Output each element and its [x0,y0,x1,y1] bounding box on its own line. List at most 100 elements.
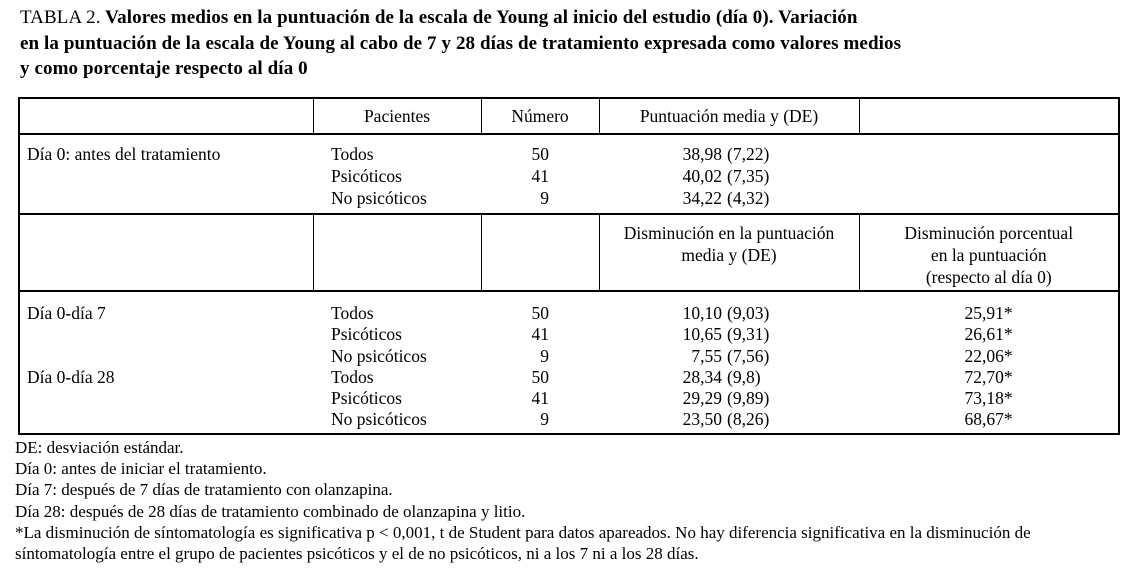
group-label: No psicóticos [331,409,427,430]
score-line: 28,34 (9,8) [675,367,858,388]
header1-empty-cell-right [859,98,1119,135]
results-table: Pacientes Número Puntuación media y (DE)… [18,97,1120,435]
sd-value: (7,35) [727,166,770,186]
mean-decrease: 28,34 [682,366,722,387]
n-value: 41 [531,388,550,409]
period-label [27,346,312,367]
mean-decrease: 23,50 [682,409,722,430]
section-change: Día 0-día 7 Día 0-día 28 Todos Psicótico… [19,291,1119,434]
sd-value: (9,31) [727,324,770,345]
day0-n-cell: 50 41 9 [481,134,599,215]
score-line: 38,98 (7,22) [675,143,858,165]
group-label: Todos [331,303,374,323]
group-label: Psicóticos [331,388,402,409]
table-number-label: TABLA 2. [20,7,101,28]
sd-value: (9,89) [727,388,770,409]
group-label: No psicóticos [331,345,427,366]
header-percent-decrease: Disminución porcentual en la puntuación … [859,214,1119,292]
percent-decrease: 73,18* [964,388,1013,409]
header-patients: Pacientes [313,98,482,135]
footnote-de: DE: desviación estándar. [15,438,184,457]
day0-score-cell: 38,98 (7,22) 40,02 (7,35) 34,22 (4,32) [599,134,859,215]
n-value: 9 [540,409,549,430]
day0-group-cell: Todos Psicóticos No psicóticos [313,134,481,215]
footnote-day7: Día 7: después de 7 días de tratamiento … [15,480,393,500]
header2-empty-cell-2 [313,214,482,292]
score-line: 7,55 (7,56) [675,346,858,367]
footnote-significance-line2: síntomatología entre el grupo de pacient… [15,544,699,564]
footnote-day0: Día 0: antes de iniciar el tratamiento. [15,459,267,479]
day0-empty-cell [859,134,1119,215]
percent-decrease: 68,67* [964,409,1013,430]
mean-decrease: 10,10 [682,303,722,323]
percent-decrease: 25,91* [964,303,1013,323]
day0-row-label-cell: Día 0: antes del tratamiento [19,134,313,215]
mean-decrease: 29,29 [682,388,722,409]
percent-decrease: 22,06* [964,345,1013,366]
caption-line-2: en la puntuación de la escala de Young a… [20,32,902,54]
caption-line-3: y como porcentaje respecto al día 0 [20,58,308,79]
footnote-day28: Día 28: después de 28 días de tratamient… [15,501,526,521]
change-percent-cell: 25,91* 26,61* 22,06* 72,70* 73,18* 68,67… [859,291,1119,434]
section-day0: Día 0: antes del tratamiento Todos Psicó… [19,134,1119,215]
header-percent-line2: en la puntuación [930,245,1047,265]
header2-empty-cell-1 [19,214,314,292]
group-label: Todos [331,366,374,387]
mean-decrease: 7,55 [691,345,722,366]
table-caption: TABLA 2. Valores medios en la puntuación… [20,5,1116,82]
header-percent-line1: Disminución porcentual [904,223,1074,243]
score-line: 10,65 (9,31) [675,324,858,345]
change-score-cell: 10,10 (9,03) 10,65 (9,31) 7,55 (7,56) 28,34… [599,291,859,434]
sd-value: (8,26) [727,409,770,430]
header-row-1: Pacientes Número Puntuación media y (DE) [19,98,1119,135]
header2-empty-cell-3 [481,214,600,292]
period-label [27,409,312,430]
score-line: 29,29 (9,89) [675,388,858,409]
period-label: Día 0-día 7 [27,303,106,323]
day0-row-label: Día 0: antes del tratamiento [27,144,221,164]
footnotes: DE: desviación estándar. Día 0: antes de… [15,437,1121,564]
footnote-significance-line1: *La disminución de síntomatología es sig… [15,522,1031,542]
score-line: 40,02 (7,35) [675,165,858,187]
header-decrease: Disminución en la puntuación media y (DE… [599,214,860,292]
header-number: Número [481,98,600,135]
sd-value: (4,32) [727,188,770,208]
score-line: 10,10 (9,03) [675,303,858,324]
group-label: Psicóticos [331,166,402,186]
n-value: 9 [540,188,549,208]
n-value: 50 [531,144,550,164]
header-percent-line3: (respecto al día 0) [925,267,1052,287]
sd-value: (9,03) [727,303,770,323]
change-row-label-cell: Día 0-día 7 Día 0-día 28 [19,291,313,434]
change-n-cell: 50 41 9 50 41 9 [481,291,599,434]
header-mean-score: Puntuación media y (DE) [599,98,860,135]
percent-decrease: 26,61* [964,324,1013,345]
n-value: 9 [540,345,549,366]
score-line: 23,50 (8,26) [675,409,858,430]
header-decrease-line2: media y (DE) [681,245,777,265]
period-label: Día 0-día 28 [27,366,115,387]
mean-value: 34,22 [682,188,722,208]
header-decrease-line1: Disminución en la puntuación [623,223,835,243]
n-value: 41 [531,166,550,186]
score-line: 34,22 (4,32) [675,187,858,209]
mean-value: 40,02 [682,166,722,186]
percent-decrease: 72,70* [964,366,1013,387]
sd-value: (7,22) [727,144,770,164]
mean-value: 38,98 [682,144,722,164]
n-value: 50 [531,303,550,323]
period-label [27,324,312,345]
n-value: 41 [531,324,550,345]
header-row-2: Disminución en la puntuación media y (DE… [19,214,1119,292]
sd-value: (7,56) [727,345,770,366]
sd-value: (9,8) [727,366,761,387]
change-group-cell: Todos Psicóticos No psicóticos Todos Psi… [313,291,481,434]
mean-decrease: 10,65 [682,324,722,345]
caption-line-1: Valores medios en la puntuación de la es… [105,7,858,28]
group-label: Psicóticos [331,324,402,345]
header1-empty-cell [19,98,314,135]
period-label [27,388,312,409]
n-value: 50 [531,366,550,387]
group-label: No psicóticos [331,188,427,208]
group-label: Todos [331,144,374,164]
